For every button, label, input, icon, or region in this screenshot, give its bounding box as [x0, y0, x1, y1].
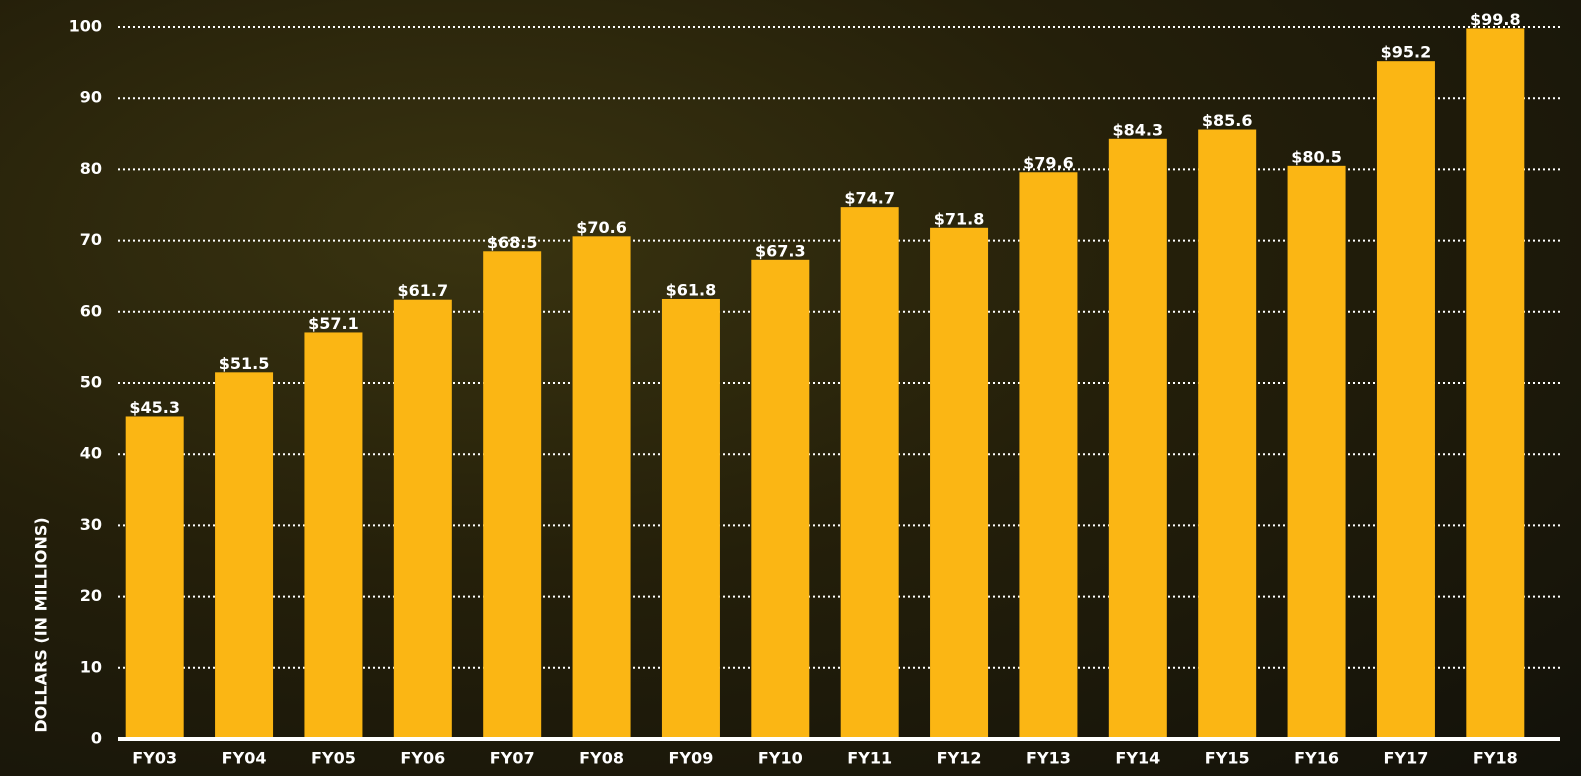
- value-label: $71.8: [934, 209, 985, 228]
- bar: [840, 207, 899, 740]
- value-label: $67.3: [755, 241, 806, 260]
- bar: [1019, 172, 1078, 740]
- value-label: $51.5: [219, 354, 270, 373]
- x-tick-label: FY18: [1473, 749, 1518, 768]
- value-label: $70.6: [576, 218, 627, 237]
- value-label: $79.6: [1023, 154, 1074, 173]
- y-tick-label: 70: [80, 230, 102, 249]
- x-tick-label: FY11: [847, 749, 892, 768]
- bar: [1466, 28, 1525, 739]
- value-label: $68.5: [487, 233, 538, 252]
- y-tick-label: 20: [80, 586, 102, 605]
- y-tick-label: 90: [80, 88, 102, 107]
- x-tick-label: FY17: [1384, 749, 1429, 768]
- x-tick-label: FY05: [311, 749, 356, 768]
- y-tick-label: 50: [80, 373, 102, 392]
- x-tick-label: FY15: [1205, 749, 1250, 768]
- y-tick-label: 0: [91, 729, 102, 748]
- bar: [304, 332, 363, 739]
- x-tick-label: FY12: [937, 749, 982, 768]
- x-tick-label: FY04: [222, 749, 267, 768]
- y-tick-label: 10: [80, 657, 102, 676]
- value-label: $61.7: [398, 281, 449, 300]
- x-tick-label: FY13: [1026, 749, 1071, 768]
- bar: [1198, 129, 1257, 739]
- bar: [661, 298, 720, 739]
- y-tick-label: 40: [80, 444, 102, 463]
- value-label: $84.3: [1113, 120, 1164, 139]
- bar: [125, 416, 184, 739]
- x-tick-label: FY07: [490, 749, 535, 768]
- x-tick-label: FY08: [579, 749, 624, 768]
- x-tick-label: FY16: [1294, 749, 1339, 768]
- x-tick-label: FY03: [132, 749, 177, 768]
- x-tick-label: FY06: [400, 749, 445, 768]
- value-label: $99.8: [1470, 10, 1521, 29]
- y-tick-label: 60: [80, 301, 102, 320]
- bar: [1287, 165, 1346, 740]
- x-tick-label: FY14: [1115, 749, 1160, 768]
- bar: [572, 236, 631, 739]
- value-label: $45.3: [129, 398, 180, 417]
- bar: [1108, 138, 1167, 739]
- bar: [393, 299, 452, 739]
- bar: [215, 372, 274, 739]
- x-tick-label: FY10: [758, 749, 803, 768]
- value-label: $80.5: [1291, 147, 1342, 166]
- value-label: $95.2: [1381, 43, 1432, 62]
- y-tick-label: 80: [80, 159, 102, 178]
- bar: [1376, 61, 1435, 739]
- bar: [483, 251, 542, 739]
- y-axis-title: DOLLARS (IN MILLIONS): [32, 517, 51, 732]
- y-tick-label: 100: [69, 17, 102, 36]
- value-label: $61.8: [666, 280, 717, 299]
- value-label: $57.1: [308, 314, 359, 333]
- x-tick-label: FY09: [669, 749, 714, 768]
- value-label: $74.7: [844, 189, 895, 208]
- bar: [930, 227, 989, 739]
- value-label: $85.6: [1202, 111, 1253, 130]
- bar: [751, 259, 810, 739]
- y-tick-label: 30: [80, 515, 102, 534]
